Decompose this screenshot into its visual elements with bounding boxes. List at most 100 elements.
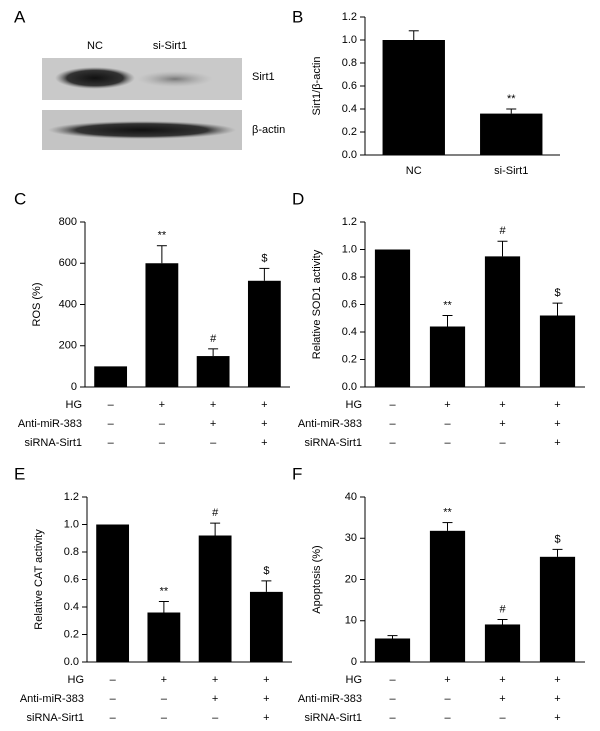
x-tick-label: si-Sirt1 (494, 165, 528, 177)
treatment-sign: – (159, 437, 166, 449)
treatment-sign: + (554, 399, 560, 411)
y-tick-label: 1.0 (64, 518, 79, 530)
y-tick-label: 30 (345, 532, 357, 544)
treatment-sign: + (212, 674, 218, 686)
treatment-sign: – (161, 693, 168, 705)
annotation: $ (261, 252, 267, 264)
blot-band (48, 121, 236, 139)
annotation: # (210, 333, 217, 345)
treatment-sign: + (212, 693, 218, 705)
treatment-sign: + (554, 674, 560, 686)
y-tick-label: 0.4 (64, 601, 79, 613)
treatment-sign: – (210, 437, 217, 449)
panel-label: C (14, 189, 26, 208)
treatment-sign: + (444, 399, 450, 411)
treatment-label: siRNA-Sirt1 (27, 712, 84, 724)
bar-panel: C ROS (%) 0 200 400 600 800 ** # $ HG – + + + Anti-miR-… (14, 189, 290, 449)
treatment-sign: + (263, 674, 269, 686)
y-tick-label: 0.4 (342, 103, 357, 115)
bar (484, 624, 521, 662)
y-axis-label: Relative CAT activity (33, 529, 45, 630)
bar (247, 280, 281, 387)
treatment-label: Anti-miR-383 (298, 693, 362, 705)
treatment-sign: + (554, 418, 560, 430)
lane-label: NC (87, 40, 103, 52)
annotation: $ (554, 287, 560, 299)
band-label: Sirt1 (252, 71, 275, 83)
y-tick-label: 0.2 (342, 353, 357, 365)
y-tick-label: 400 (59, 298, 77, 310)
treatment-label: siRNA-Sirt1 (305, 712, 362, 724)
y-tick-label: 0.4 (342, 326, 357, 338)
y-tick-label: 0.6 (342, 298, 357, 310)
treatment-sign: – (389, 674, 396, 686)
treatment-sign: + (261, 437, 267, 449)
bar (196, 356, 230, 387)
y-tick-label: 600 (59, 257, 77, 269)
y-tick-label: 20 (345, 573, 357, 585)
y-tick-label: 1.2 (342, 216, 357, 228)
treatment-label: siRNA-Sirt1 (305, 437, 362, 449)
bar (382, 40, 445, 155)
treatment-sign: – (110, 693, 117, 705)
treatment-sign: + (261, 399, 267, 411)
y-axis-label: ROS (%) (31, 283, 43, 327)
annotation: ** (158, 230, 167, 242)
treatment-sign: – (108, 437, 115, 449)
bar-panel: E Relative CAT activity 0.0 0.2 0.4 0.6 0.8 1.0… (14, 464, 292, 724)
y-tick-label: 1.2 (64, 491, 79, 503)
annotation: ** (443, 506, 452, 518)
treatment-sign: – (444, 437, 451, 449)
annotation: ** (443, 299, 452, 311)
annotation: ** (507, 93, 516, 105)
treatment-sign: – (108, 399, 115, 411)
bar (198, 535, 232, 662)
bar (145, 263, 179, 387)
treatment-label: HG (66, 399, 83, 411)
y-axis-label: Sirt1/β-actin (311, 57, 323, 116)
y-tick-label: 0.6 (342, 80, 357, 92)
treatment-sign: – (110, 674, 117, 686)
bar (429, 530, 466, 662)
annotation: $ (263, 565, 269, 577)
bar (480, 113, 543, 155)
treatment-sign: + (210, 418, 216, 430)
annotation: # (499, 603, 506, 615)
x-tick-label: NC (406, 165, 422, 177)
treatment-sign: – (444, 693, 451, 705)
treatment-label: HG (68, 674, 85, 686)
treatment-sign: – (444, 712, 451, 724)
bar-panel: B Sirt1/β-actin 0.0 0.2 0.4 0.6 0.8 1.0 1.2 NC ** s… (292, 7, 560, 177)
treatment-sign: + (263, 693, 269, 705)
treatment-sign: – (159, 418, 166, 430)
annotation: ** (160, 585, 169, 597)
treatment-sign: – (389, 418, 396, 430)
y-axis-label: Apoptosis (%) (311, 545, 323, 613)
panel-label: F (292, 464, 302, 483)
treatment-sign: + (161, 674, 167, 686)
treatment-label: Anti-miR-383 (20, 693, 84, 705)
annotation: # (212, 507, 219, 519)
treatment-sign: + (499, 399, 505, 411)
bar (429, 326, 466, 387)
blot-band (55, 67, 135, 89)
treatment-sign: + (210, 399, 216, 411)
panel-label: E (14, 464, 25, 483)
treatment-sign: – (108, 418, 115, 430)
y-tick-label: 800 (59, 216, 77, 228)
treatment-label: siRNA-Sirt1 (25, 437, 82, 449)
bar (374, 249, 411, 387)
annotation: $ (554, 533, 560, 545)
y-tick-label: 0.6 (64, 573, 79, 585)
bar (374, 638, 411, 662)
treatment-sign: – (389, 712, 396, 724)
treatment-label: HG (346, 399, 363, 411)
blot-band (137, 71, 213, 87)
bar (96, 524, 130, 662)
y-tick-label: 0.2 (342, 126, 357, 138)
y-tick-label: 0.0 (64, 656, 79, 668)
panel-label: D (292, 189, 304, 208)
treatment-sign: + (499, 674, 505, 686)
